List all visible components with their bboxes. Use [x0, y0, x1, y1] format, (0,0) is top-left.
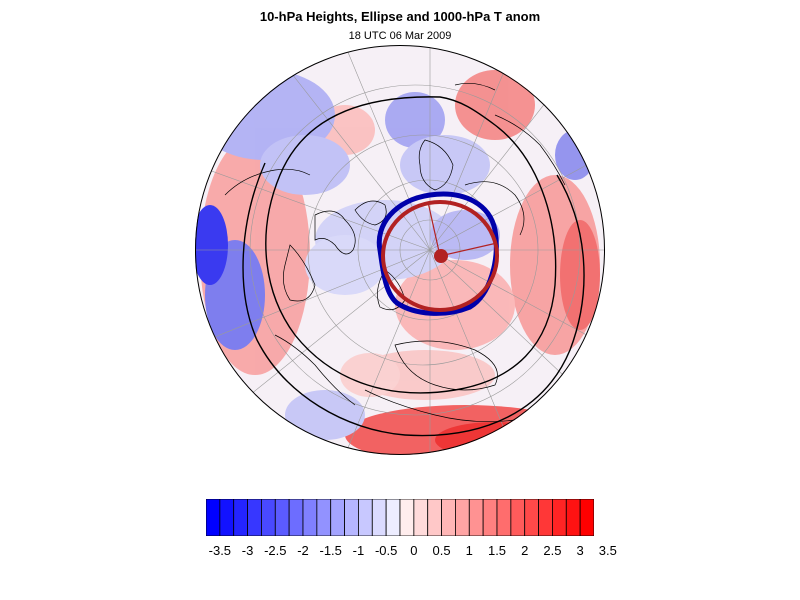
colorbar-tick-label: -3.5 [208, 543, 232, 558]
colorbar-bin [261, 499, 276, 536]
colorbar-bin [316, 499, 332, 536]
colorbar-bin [441, 499, 456, 536]
colorbar-bin [413, 499, 429, 536]
colorbar-bin [524, 499, 539, 536]
colorbar-bin [510, 499, 526, 536]
colorbar-tick-label: 3 [576, 543, 584, 558]
colorbar-bin [302, 499, 318, 536]
colorbar-tick-label: 3.5 [598, 543, 617, 558]
colorbar-tick-label: 0 [410, 543, 418, 558]
colorbar-tick-label: -0.5 [374, 543, 398, 558]
graticule [195, 45, 605, 455]
colorbar-bin [358, 499, 373, 536]
colorbar-bin [538, 499, 553, 536]
colorbar-bin [427, 499, 442, 536]
colorbar-bin [330, 499, 345, 536]
colorbar-bin [482, 499, 498, 536]
globe-outline [195, 45, 605, 455]
colorbar-bin [455, 499, 470, 536]
fitted-ellipse [381, 200, 499, 312]
colorbar-bin [219, 499, 235, 536]
colorbar-tick-label: 0.5 [432, 543, 451, 558]
colorbar-bin [385, 499, 401, 536]
colorbar [206, 499, 594, 536]
geopotential-height-contours [242, 96, 585, 437]
colorbar-tick-label: 1 [465, 543, 473, 558]
colorbar-bin [371, 499, 387, 536]
colorbar-bin [247, 499, 262, 536]
map-title: 10-hPa Heights, Ellipse and 1000-hPa T a… [259, 9, 541, 24]
colorbar-tick-label: 1.5 [487, 543, 507, 558]
colorbar-bin [552, 499, 567, 536]
colorbar-labels: -3.5 -3 -2.5 -2 -1.5 -1 -0.5 0 0.5 1 1.5 2 2.5 3 3.5 [0, 543, 800, 563]
colorbar-bin [399, 499, 415, 536]
colorbar-bin [274, 499, 290, 536]
polar-map [195, 45, 605, 455]
colorbar-tick-label: -1 [352, 543, 365, 558]
colorbar-tick-label: 2 [521, 543, 529, 558]
colorbar-tick-label: -2.5 [264, 543, 287, 558]
colorbar-tick-label: -2 [297, 543, 309, 558]
colorbar-bin [344, 499, 359, 536]
colorbar-tick-label: -3 [241, 543, 254, 558]
colorbar-bin [579, 499, 594, 536]
map-subtitle: 18 UTC 06 Mar 2009 [348, 30, 452, 42]
colorbar-tick-label: 2.5 [543, 543, 562, 558]
colorbar-bin [496, 499, 512, 536]
colorbar-bin [468, 499, 484, 536]
colorbar-bin [206, 499, 221, 536]
ellipse-center-marker [434, 249, 448, 263]
colorbar-tick-label: -1.5 [319, 543, 342, 558]
colorbar-bin [565, 499, 581, 536]
colorbar-bin [288, 499, 304, 536]
colorbar-bin [233, 499, 248, 536]
